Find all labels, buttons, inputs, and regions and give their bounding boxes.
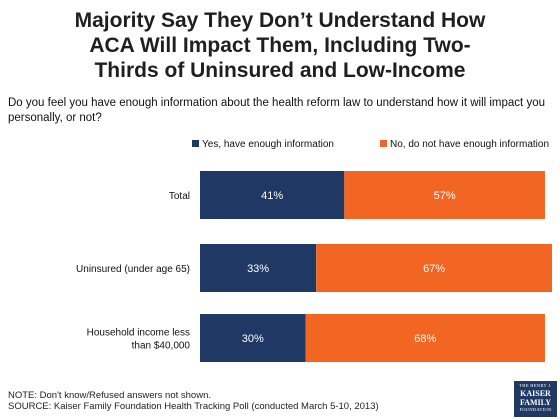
chart-title: Majority Say They Don’t Understand How A… [20,8,540,83]
category-label-3-line-1: Household income less [87,328,190,339]
logo-line-2b: FAMILY [519,398,552,407]
logo-line-3: FOUNDATION [519,407,552,412]
bar-no-3 [305,314,545,362]
data-label-no-2: 67% [423,263,445,275]
data-label-no-3: 68% [414,333,436,345]
legend-label-2: No, do not have enough information [390,139,549,150]
bar-yes-1 [200,171,345,219]
bar-yes-2 [200,244,317,292]
source-text: SOURCE: Kaiser Family Foundation Health … [8,401,379,412]
legend-label-1: Yes, have enough information [202,139,334,150]
kaiser-family-foundation-logo: THE HENRY J. KAISER FAMILY FOUNDATION [514,381,557,417]
footnote: NOTE: Don't know/Refused answers not sho… [8,390,379,412]
chart-title-line-3: Thirds of Uninsured and Low-Income [94,59,466,82]
bar-no-1 [344,171,545,219]
survey-question-line-2: personally, or not? [8,112,102,124]
legend-swatch-2 [380,140,387,147]
logo-line-2a: KAISER [520,389,551,398]
chart-title-line-1: Majority Say They Don’t Understand How [74,9,486,32]
bar-yes-3 [200,314,306,362]
data-label-no-1: 57% [434,190,456,202]
note-text: NOTE: Don't know/Refused answers not sho… [8,390,211,401]
legend-swatch-1 [192,140,199,147]
stacked-bar-chart: Yes, have enough information No, do not h… [76,139,552,362]
data-label-yes-1: 41% [261,190,283,202]
data-label-yes-2: 33% [247,263,269,275]
chart-title-line-2: ACA Will Impact Them, Including Two- [89,34,471,57]
category-label-2: Uninsured (under age 65) [76,264,190,275]
survey-question: Do you feel you have enough information … [8,96,553,126]
logo-line-1: THE HENRY J. [519,383,552,388]
bar-no-2 [316,244,552,292]
category-label-3-line-2: than $40,000 [132,341,191,352]
data-label-yes-3: 30% [242,333,264,345]
survey-question-line-1: Do you feel you have enough information … [8,97,545,109]
category-label-1: Total [169,191,190,202]
